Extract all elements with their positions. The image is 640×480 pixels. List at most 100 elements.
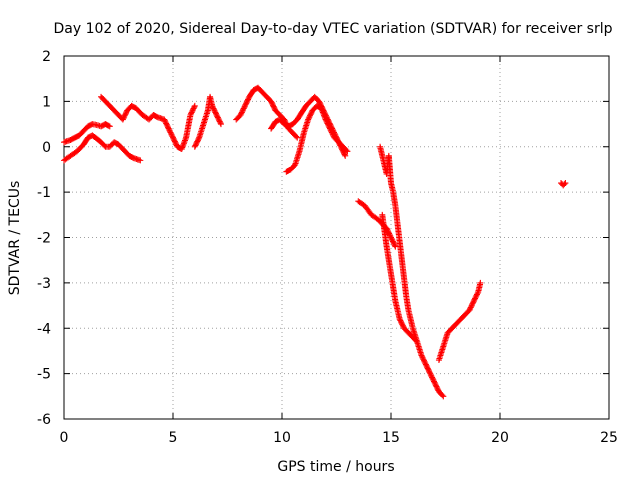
data-point	[424, 364, 431, 371]
data-point	[270, 103, 277, 110]
data-point	[271, 104, 278, 111]
data-point	[440, 393, 447, 400]
y-tick-label: -1	[37, 185, 51, 201]
data-point	[165, 124, 172, 131]
x-tick-label: 5	[169, 430, 178, 446]
data-point	[396, 316, 403, 323]
data-point	[194, 138, 201, 145]
data-point	[477, 279, 484, 286]
x-tick-label: 15	[382, 430, 400, 446]
axis-ticks	[63, 55, 610, 420]
data-point	[391, 240, 398, 247]
data-point	[170, 134, 176, 141]
data-point	[432, 382, 439, 389]
y-tick-label: -2	[37, 231, 51, 247]
y-tick-label: -4	[37, 321, 51, 337]
data-point	[399, 322, 406, 329]
data-point	[212, 110, 219, 117]
series-arc-a	[61, 132, 144, 164]
data-point	[421, 358, 428, 365]
data-point	[328, 129, 335, 136]
data-point	[471, 296, 478, 303]
data-point	[238, 109, 245, 116]
y-tick-label: -6	[37, 412, 51, 428]
data-point	[187, 111, 194, 118]
data-point	[214, 114, 221, 121]
data-point	[191, 143, 198, 150]
data-point	[305, 116, 312, 123]
data-point	[168, 130, 175, 137]
data-point	[308, 110, 315, 117]
data-point	[470, 298, 477, 305]
data-point	[425, 366, 432, 373]
data-point	[472, 295, 479, 302]
series-arc-h	[355, 198, 399, 250]
data-point	[294, 134, 301, 141]
data-point	[121, 112, 128, 119]
data-point	[193, 139, 200, 146]
data-point	[434, 384, 441, 391]
data-point	[324, 120, 331, 127]
data-point	[467, 304, 474, 311]
x-tick-label: 20	[491, 430, 509, 446]
data-point	[427, 371, 434, 378]
data-point	[420, 356, 427, 363]
data-point	[562, 180, 569, 187]
data-point	[244, 97, 251, 104]
data-point	[430, 377, 437, 384]
data-point	[241, 104, 248, 111]
data-point	[172, 139, 179, 146]
data-point	[468, 301, 475, 308]
data-point	[344, 148, 351, 155]
data-point	[171, 138, 178, 145]
data-point	[167, 129, 174, 136]
data-point	[240, 106, 247, 113]
data-point	[245, 96, 252, 103]
data-point	[164, 123, 171, 130]
y-tick-label: 2	[42, 49, 51, 65]
data-point	[323, 117, 330, 124]
data-point	[216, 118, 223, 125]
data-point	[342, 152, 349, 159]
data-point	[316, 98, 323, 105]
x-tick-labels: 0 5 10 15 20 25	[60, 430, 618, 446]
y-tick-label: 0	[42, 140, 51, 156]
data-point	[431, 379, 438, 386]
data-point	[328, 128, 335, 135]
data-point	[472, 294, 479, 301]
data-point	[121, 113, 128, 120]
data-point	[211, 108, 218, 115]
data-point	[165, 125, 172, 132]
data-point	[389, 237, 396, 244]
data-point	[242, 101, 249, 108]
data-point	[341, 151, 348, 158]
data-point	[388, 235, 395, 242]
data-point	[424, 365, 431, 372]
data-point	[195, 135, 202, 142]
data-point	[325, 123, 332, 130]
data-point	[468, 303, 475, 310]
data-point	[470, 299, 477, 306]
data-point	[388, 234, 394, 241]
data-point	[418, 352, 425, 359]
data-point	[190, 105, 197, 112]
data-point	[194, 137, 201, 144]
series-arc-g	[283, 102, 351, 175]
data-point	[430, 378, 437, 385]
data-point	[398, 320, 405, 327]
data-point	[217, 121, 224, 128]
data-point	[343, 147, 350, 154]
data-point	[120, 115, 127, 122]
data-point	[469, 300, 476, 307]
data-point	[305, 115, 312, 122]
data-point	[269, 102, 276, 109]
data-point	[215, 115, 222, 122]
data-point	[162, 119, 169, 126]
data-point	[427, 370, 434, 377]
data-point	[240, 105, 247, 112]
data-point	[209, 104, 216, 111]
data-points	[61, 84, 569, 400]
data-point	[330, 132, 337, 139]
data-point	[188, 110, 195, 117]
